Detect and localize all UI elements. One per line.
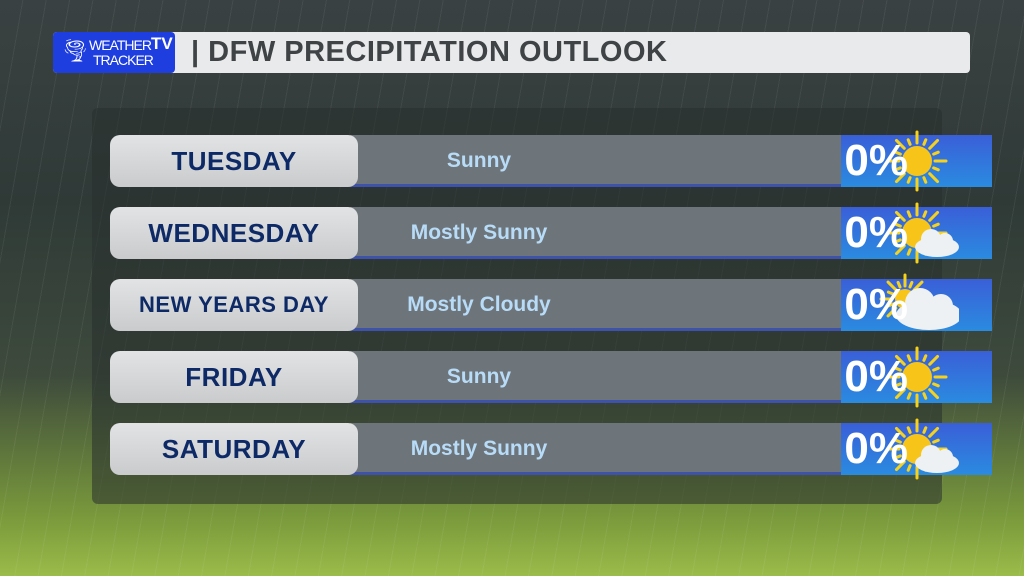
icon-box — [841, 202, 992, 264]
cloud-sun-icon — [879, 273, 959, 330]
icon-box — [841, 346, 992, 408]
condition-label: Sunny — [446, 365, 512, 388]
condition-label: Mostly Sunny — [410, 221, 548, 244]
day-label: NEW YEARS DAY — [110, 279, 358, 331]
sun-cloud-icon — [886, 418, 959, 480]
row-bar: 0% — [350, 418, 992, 480]
day-label: FRIDAY — [110, 351, 358, 403]
row-bar: 0% — [350, 346, 992, 408]
forecast-row: 0% TUESDAY Sunny — [110, 130, 992, 192]
forecast-row: 0% FRIDAY Sunny — [110, 346, 992, 408]
logo-text: WEATHER — [89, 37, 152, 53]
day-label: TUESDAY — [110, 135, 358, 187]
icon-box — [841, 273, 992, 331]
condition-label: Sunny — [446, 149, 512, 172]
logo-tv: TV — [151, 34, 173, 53]
row-bar: 0% — [350, 130, 992, 192]
forecast-row: 0% NEW YEARS DAY Mostly Cloudy — [110, 273, 992, 333]
precip-value: 0% — [844, 280, 908, 329]
precip-value: 0% — [844, 424, 908, 473]
sun-icon — [886, 130, 948, 192]
forecast-row: 0% SATURDAY Mostly Sunny — [110, 418, 992, 480]
page-title: | DFW PRECIPITATION OUTLOOK — [191, 36, 668, 68]
precip-value: 0% — [844, 136, 908, 185]
day-label: WEDNESDAY — [110, 207, 358, 259]
weather-tracker-logo: 🌪 WEATHER TRACKER TV — [53, 32, 175, 73]
tornado-icon: 🌪 — [61, 38, 89, 63]
forecast-row: 0% WEDNESDAY Mostly Sunny — [110, 202, 992, 264]
precip-value: 0% — [844, 352, 908, 401]
logo-text: TRACKER — [93, 52, 154, 68]
sun-icon — [886, 346, 948, 408]
row-bar: 0% — [350, 202, 992, 264]
icon-box — [841, 418, 992, 480]
sun-cloud-icon — [886, 202, 959, 264]
condition-label: Mostly Sunny — [410, 437, 548, 460]
condition-label: Mostly Cloudy — [407, 293, 551, 316]
precip-value: 0% — [844, 208, 908, 257]
row-bar: 0% — [350, 273, 992, 331]
header-bar: 🌪 WEATHER TRACKER TV | DFW PRECIPITATION… — [53, 32, 970, 73]
icon-box — [841, 130, 992, 192]
day-label: SATURDAY — [110, 423, 358, 475]
